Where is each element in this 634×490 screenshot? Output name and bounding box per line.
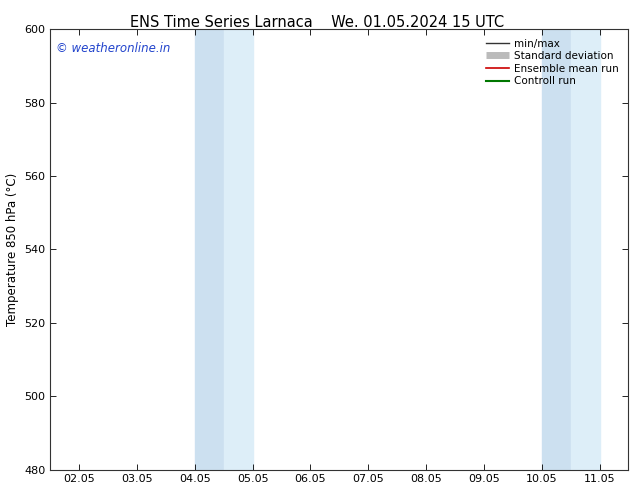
Bar [195, 29, 224, 469]
Legend: min/max, Standard deviation, Ensemble mean run, Controll run: min/max, Standard deviation, Ensemble me… [482, 34, 623, 91]
Y-axis label: Temperature 850 hPa (°C): Temperature 850 hPa (°C) [6, 173, 18, 326]
Bar [224, 29, 252, 469]
Bar [541, 29, 571, 469]
Text: © weatheronline.in: © weatheronline.in [56, 42, 171, 55]
Text: ENS Time Series Larnaca    We. 01.05.2024 15 UTC: ENS Time Series Larnaca We. 01.05.2024 1… [130, 15, 504, 30]
Bar [571, 29, 600, 469]
